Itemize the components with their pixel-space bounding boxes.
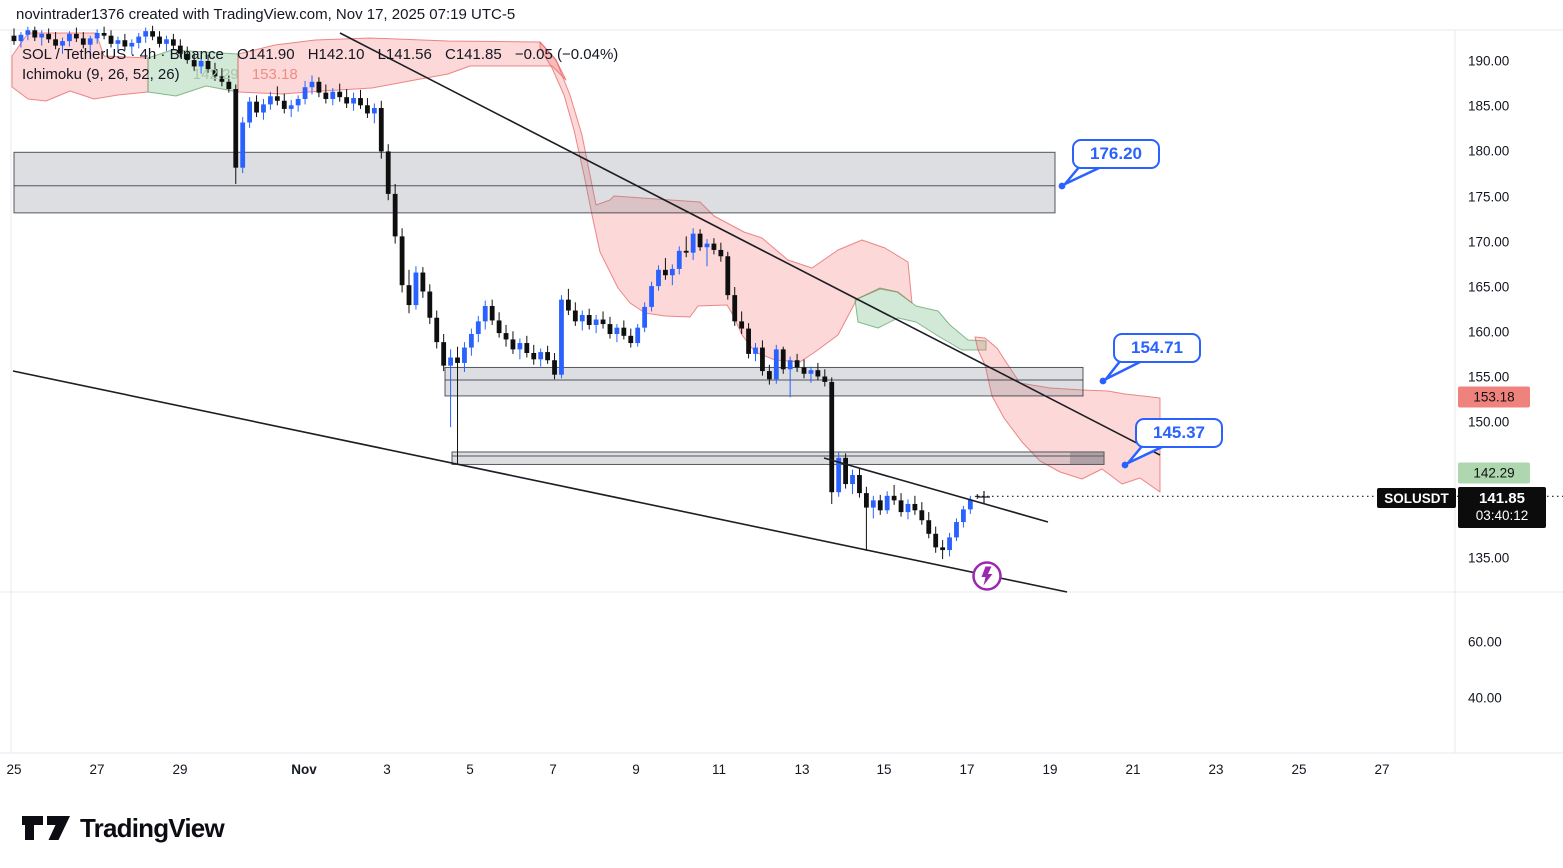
price-scale-label: 155.00 [1468, 369, 1510, 385]
time-scale-label: 3 [383, 762, 391, 777]
price-scale-label: 150.00 [1468, 414, 1510, 430]
time-scale-label: 7 [549, 762, 557, 777]
ichimoku-cloud-bull [854, 287, 987, 351]
candles-group [11, 25, 980, 560]
time-scale-label: 19 [1042, 762, 1058, 777]
price-callout-145[interactable]: 145.37 [1135, 418, 1223, 448]
minor-channel-line [823, 457, 1049, 523]
callout-anchor-dot [1121, 461, 1129, 469]
ichimoku-cloud-bear [974, 336, 1161, 493]
tradingview-logo-icon [22, 816, 70, 840]
ichimoku-span-b-badge: 153.18 [1458, 386, 1530, 408]
tradingview-logo[interactable]: TradingView [22, 812, 225, 844]
time-scale-label: 23 [1208, 762, 1224, 777]
time-scale-label: 15 [876, 762, 892, 777]
price-callout-176[interactable]: 176.20 [1072, 139, 1160, 169]
indicator-value-span-a: 142.29 [192, 66, 239, 83]
supply-zone-176 [13, 151, 1056, 214]
indicator-title[interactable]: Ichimoku (9, 26, 52, 26) [22, 66, 180, 83]
ohlc-high: H142.10 [307, 46, 365, 63]
callout-anchor-dot [1058, 182, 1066, 190]
price-scale-label: 40.00 [1468, 690, 1502, 706]
ichimoku-span-a-badge: 142.29 [1458, 462, 1530, 484]
symbol-legend-row: SOL / TetherUS · 4h · Binance O141.90 H1… [22, 46, 627, 63]
time-scale-label: 27 [89, 762, 105, 777]
ohlc-low: L141.56 [377, 46, 432, 63]
time-scale-label: 5 [466, 762, 474, 777]
time-scale-label: 25 [1291, 762, 1307, 777]
last-price-box: 141.85 03:40:12 [1458, 487, 1546, 528]
price-scale-label: 175.00 [1468, 189, 1510, 205]
price-scale-label: 180.00 [1468, 143, 1510, 159]
time-scale-label: 21 [1125, 762, 1141, 777]
price-scale-label: 170.00 [1468, 234, 1510, 250]
price-scale-label: 160.00 [1468, 324, 1510, 340]
time-scale-label: 13 [794, 762, 810, 777]
price-scale-label: 165.00 [1468, 279, 1510, 295]
time-scale-label: 29 [172, 762, 188, 777]
bar-countdown: 03:40:12 [1475, 508, 1529, 523]
last-price-value: 141.85 [1479, 490, 1525, 507]
time-scale-label: 25 [6, 762, 22, 777]
demand-zone-145-overlap [1070, 451, 1104, 465]
price-scale-label: 135.00 [1468, 550, 1510, 566]
ohlc-change: −0.05 (−0.04%) [514, 46, 619, 63]
time-scale-label: 17 [959, 762, 975, 777]
time-scale-label: 9 [632, 762, 640, 777]
lower-support-line [12, 370, 1068, 593]
symbol-title[interactable]: SOL / TetherUS · 4h · Binance [22, 46, 224, 63]
time-scale-label: Nov [291, 762, 317, 777]
attribution-text: novintrader1376 created with TradingView… [16, 6, 516, 23]
tradingview-logo-text: TradingView [80, 812, 225, 843]
indicator-value-span-b: 153.18 [251, 66, 298, 83]
indicator-legend-row: Ichimoku (9, 26, 52, 26) 142.29 153.18 [22, 66, 307, 83]
callout-anchor-dot [1099, 377, 1107, 385]
time-scale-label: 27 [1374, 762, 1390, 777]
price-scale-label: 60.00 [1468, 634, 1502, 650]
ichimoku-cloud-bear [539, 41, 913, 363]
major-downtrend-line [339, 32, 1161, 456]
symbol-price-label: SOLUSDT [1377, 488, 1456, 508]
ohlc-close: C141.85 [445, 46, 502, 63]
supply-zone-154 [444, 366, 1084, 397]
price-scale-label: 185.00 [1468, 98, 1510, 114]
ohlc-open: O141.90 [236, 46, 295, 63]
lightning-bolt-icon [981, 566, 993, 586]
price-callout-154[interactable]: 154.71 [1113, 333, 1201, 363]
demand-zone-145 [451, 451, 1105, 465]
time-scale-label: 11 [711, 762, 727, 777]
price-scale-label: 190.00 [1468, 53, 1510, 69]
